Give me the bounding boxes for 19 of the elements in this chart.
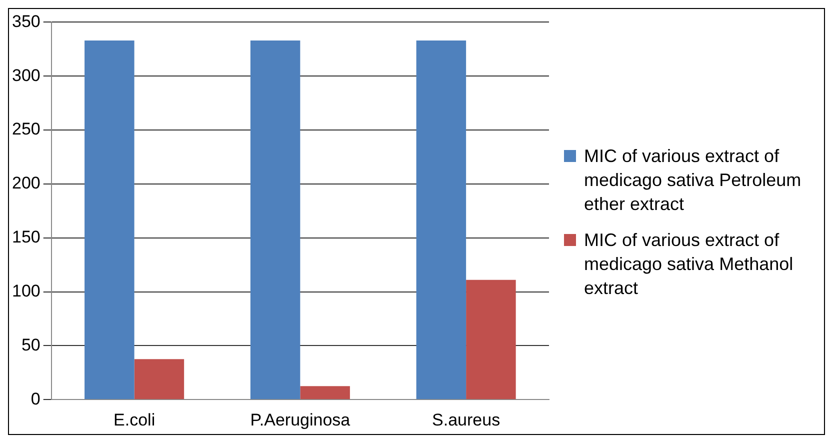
y-tick-label: 250 bbox=[12, 120, 40, 139]
bar bbox=[300, 386, 350, 400]
y-tick-label: 0 bbox=[30, 389, 40, 408]
legend-label: MIC of various extract of medicago sativa Petroleum ether extract bbox=[584, 145, 802, 216]
y-tick-label: 300 bbox=[12, 66, 40, 85]
y-tick-label: 50 bbox=[21, 335, 40, 354]
bar bbox=[134, 359, 184, 400]
bar bbox=[416, 40, 466, 400]
y-tick-label: 150 bbox=[12, 228, 40, 247]
bar bbox=[466, 280, 516, 400]
bar bbox=[250, 40, 300, 400]
y-tick-label: 350 bbox=[12, 12, 40, 31]
y-tick-label: 200 bbox=[12, 174, 40, 193]
legend-label: MIC of various extract of medicago sativa Methanol extract bbox=[584, 229, 794, 300]
x-tick-label: P.Aeruginosa bbox=[250, 410, 351, 430]
x-tick-label: E.coli bbox=[114, 410, 156, 430]
bar bbox=[84, 40, 134, 400]
y-tick-label: 100 bbox=[12, 281, 40, 300]
x-tick-label: S.aureus bbox=[432, 410, 500, 430]
